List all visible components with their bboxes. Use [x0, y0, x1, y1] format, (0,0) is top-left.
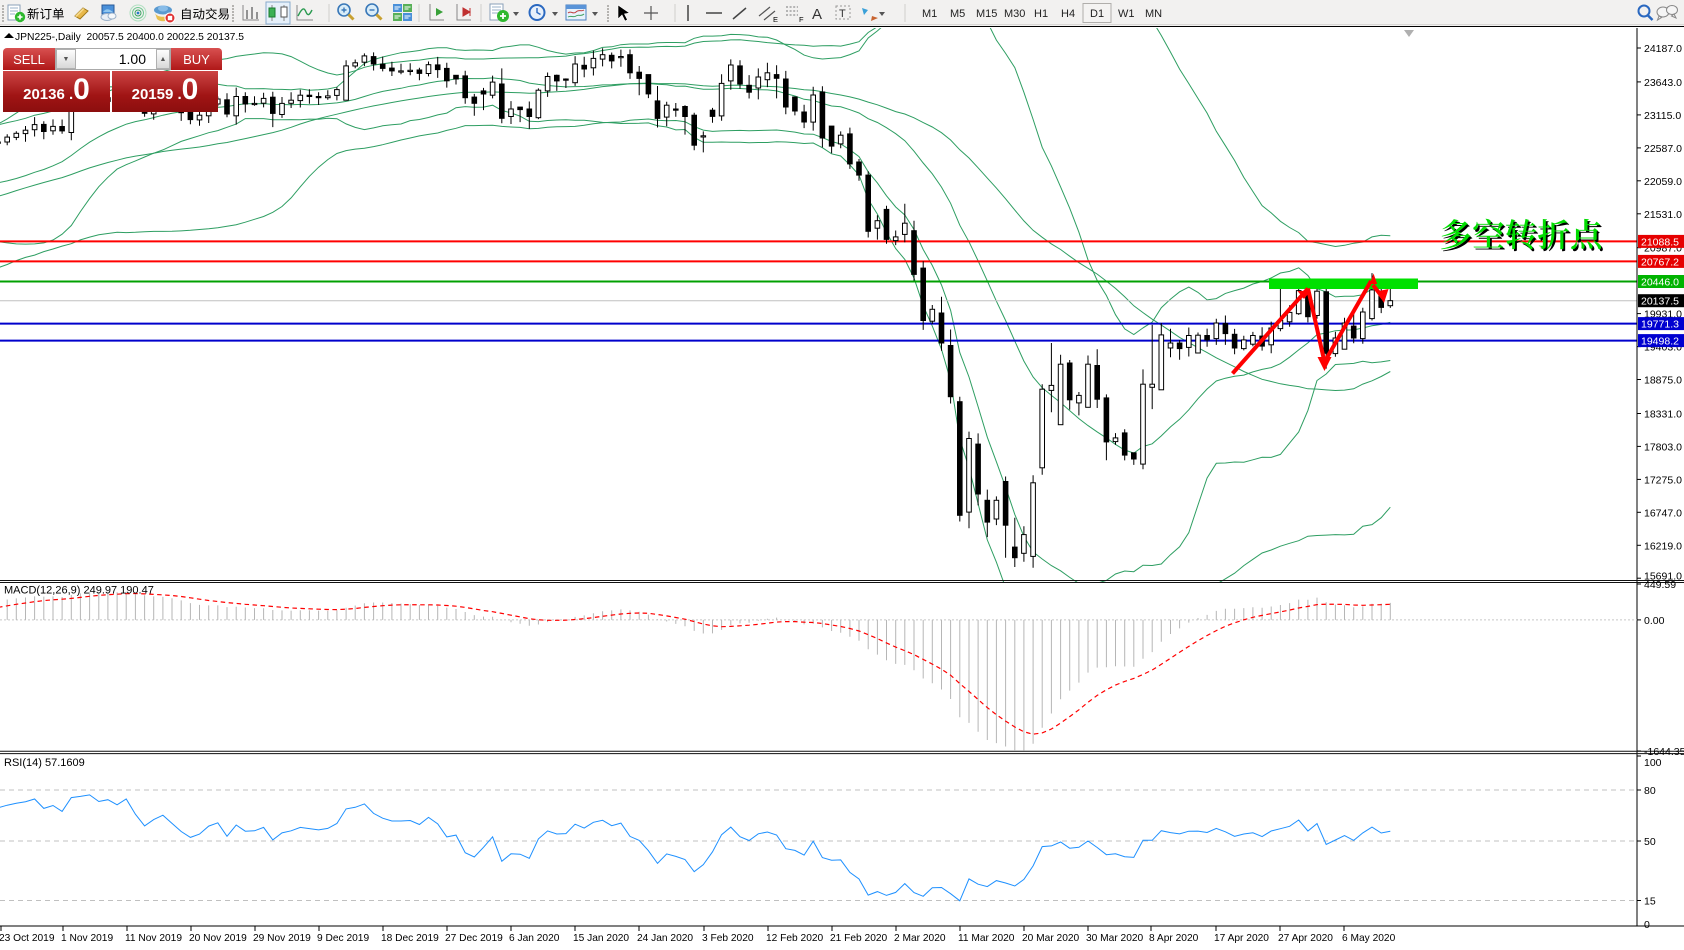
svg-text:M30: M30: [1004, 8, 1025, 20]
svg-text:19498.2: 19498.2: [1641, 336, 1679, 348]
svg-text:21088.5: 21088.5: [1641, 236, 1679, 248]
svg-text:17803.0: 17803.0: [1644, 441, 1682, 453]
svg-text:20446.0: 20446.0: [1641, 277, 1679, 289]
svg-text:D1: D1: [1090, 8, 1104, 20]
svg-text:MACD(12,26,9) 249.97 190.47: MACD(12,26,9) 249.97 190.47: [4, 585, 154, 597]
svg-text:16219.0: 16219.0: [1644, 540, 1682, 552]
svg-text:16747.0: 16747.0: [1644, 507, 1682, 519]
svg-text:80: 80: [1644, 785, 1656, 797]
svg-text:17 Apr 2020: 17 Apr 2020: [1214, 933, 1269, 944]
svg-text:MN: MN: [1145, 8, 1162, 20]
svg-text:22059.0: 22059.0: [1644, 176, 1682, 188]
svg-text:3 Feb 2020: 3 Feb 2020: [702, 933, 754, 944]
svg-text:30 Mar 2020: 30 Mar 2020: [1086, 933, 1144, 944]
svg-text:6 May 2020: 6 May 2020: [1342, 933, 1396, 944]
svg-text:0.00: 0.00: [1644, 615, 1665, 627]
svg-text:A: A: [812, 6, 822, 23]
svg-text:1 Nov 2019: 1 Nov 2019: [61, 933, 113, 944]
svg-text:23643.0: 23643.0: [1644, 77, 1682, 89]
svg-text:12 Feb 2020: 12 Feb 2020: [766, 933, 824, 944]
svg-text:20767.2: 20767.2: [1641, 256, 1679, 268]
svg-text:19771.3: 19771.3: [1641, 319, 1679, 331]
svg-text:17275.0: 17275.0: [1644, 474, 1682, 486]
svg-text:11 Nov 2019: 11 Nov 2019: [125, 933, 182, 944]
svg-text:M1: M1: [922, 8, 937, 20]
svg-text:H4: H4: [1061, 8, 1075, 20]
svg-text:18331.0: 18331.0: [1644, 409, 1682, 421]
svg-text:22587.0: 22587.0: [1644, 143, 1682, 155]
svg-text:0: 0: [1644, 919, 1650, 931]
svg-text:29 Nov 2019: 29 Nov 2019: [253, 933, 311, 944]
svg-text:RSI(14) 57.1609: RSI(14) 57.1609: [4, 757, 85, 769]
svg-text:W1: W1: [1118, 8, 1135, 20]
svg-text:15: 15: [1644, 896, 1656, 908]
svg-text:24 Jan 2020: 24 Jan 2020: [637, 933, 693, 944]
svg-text:100: 100: [1644, 757, 1662, 769]
svg-text:11 Mar 2020: 11 Mar 2020: [958, 933, 1015, 944]
svg-text:20 Mar 2020: 20 Mar 2020: [1022, 933, 1080, 944]
svg-text:21531.0: 21531.0: [1644, 209, 1682, 221]
svg-text:24187.0: 24187.0: [1644, 43, 1682, 55]
svg-text:E: E: [773, 15, 778, 24]
svg-text:2 Mar 2020: 2 Mar 2020: [894, 933, 946, 944]
svg-text:27 Apr 2020: 27 Apr 2020: [1278, 933, 1333, 944]
svg-text:H1: H1: [1034, 8, 1048, 20]
svg-text:27 Dec 2019: 27 Dec 2019: [445, 933, 503, 944]
svg-text:JPN225-,Daily 20057.5 20400.0: JPN225-,Daily 20057.5 20400.0 20022.5 20…: [15, 32, 244, 43]
svg-text:23115.0: 23115.0: [1644, 110, 1681, 122]
svg-text:F: F: [799, 15, 804, 24]
svg-text:18 Dec 2019: 18 Dec 2019: [381, 933, 439, 944]
svg-text:8 Apr 2020: 8 Apr 2020: [1149, 933, 1199, 944]
svg-text:M15: M15: [976, 8, 997, 20]
svg-text:449.59: 449.59: [1644, 579, 1676, 591]
svg-text:20137.5: 20137.5: [1641, 296, 1679, 308]
svg-text:9 Dec 2019: 9 Dec 2019: [317, 933, 369, 944]
svg-text:T: T: [839, 8, 846, 20]
svg-text:6 Jan 2020: 6 Jan 2020: [509, 933, 560, 944]
svg-text:20 Nov 2019: 20 Nov 2019: [189, 933, 247, 944]
svg-text:15 Jan 2020: 15 Jan 2020: [573, 933, 629, 944]
svg-text:18875.0: 18875.0: [1644, 375, 1682, 387]
svg-text:21 Feb 2020: 21 Feb 2020: [830, 933, 888, 944]
svg-text:50: 50: [1644, 836, 1656, 848]
svg-text:23 Oct 2019: 23 Oct 2019: [0, 933, 55, 944]
svg-text:M5: M5: [950, 8, 965, 20]
